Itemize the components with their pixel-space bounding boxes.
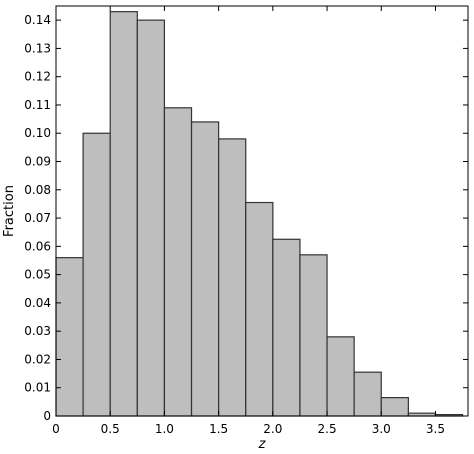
histogram-bar [82, 132, 111, 417]
y-tick-label: 0.02 [24, 352, 51, 366]
histogram-bar [326, 336, 355, 417]
histogram-bar [163, 107, 193, 417]
y-tick-label: 0.11 [24, 98, 51, 112]
histogram-bar [218, 138, 247, 417]
histogram-bar [245, 201, 274, 417]
bars-group [55, 11, 464, 417]
histogram-bar [380, 397, 409, 417]
x-tick-label: 3.5 [426, 422, 445, 436]
y-tick-label: 0.04 [24, 296, 51, 310]
x-tick-label: 0.5 [101, 422, 120, 436]
histogram-bar [55, 257, 84, 417]
y-tick-label: 0 [43, 409, 51, 423]
x-tick-label: 1.0 [155, 422, 174, 436]
histogram-bar [190, 121, 220, 417]
y-tick-label: 0.06 [24, 239, 51, 253]
y-tick-label: 0.09 [24, 155, 51, 169]
x-tick-label: 2.0 [263, 422, 282, 436]
plot-frame [55, 5, 469, 417]
histogram-bar [299, 254, 328, 417]
y-tick-label: 0.12 [24, 70, 51, 84]
y-axis-label: Fraction [2, 185, 17, 237]
y-tick-label: 0.03 [24, 324, 51, 338]
histogram-bar [109, 11, 138, 417]
y-tick-label: 0.14 [24, 13, 51, 27]
x-tick-label: 3.0 [372, 422, 391, 436]
histogram-bar [272, 238, 301, 417]
y-tick-label: 0.08 [24, 183, 51, 197]
x-axis-ticks: 0 0.5 1.0 1.5 2.0 2.5 3.0 3.5 [52, 6, 445, 436]
x-tick-label: 2.5 [318, 422, 337, 436]
y-tick-label: 0.10 [24, 126, 51, 140]
histogram-bar [353, 371, 382, 417]
y-axis-ticks: 0 0.01 0.02 0.03 0.04 0.05 0.06 0.07 0.08 0.09 0.1… [24, 13, 468, 423]
y-tick-label: 0.13 [24, 41, 51, 55]
y-tick-label: 0.05 [24, 268, 51, 282]
x-axis-label: z [258, 437, 267, 452]
x-tick-label: 1.5 [209, 422, 228, 436]
histogram-bar [136, 19, 166, 417]
y-tick-label: 0.01 [24, 381, 51, 395]
y-tick-label: 0.07 [24, 211, 51, 225]
x-tick-label: 0 [52, 422, 60, 436]
